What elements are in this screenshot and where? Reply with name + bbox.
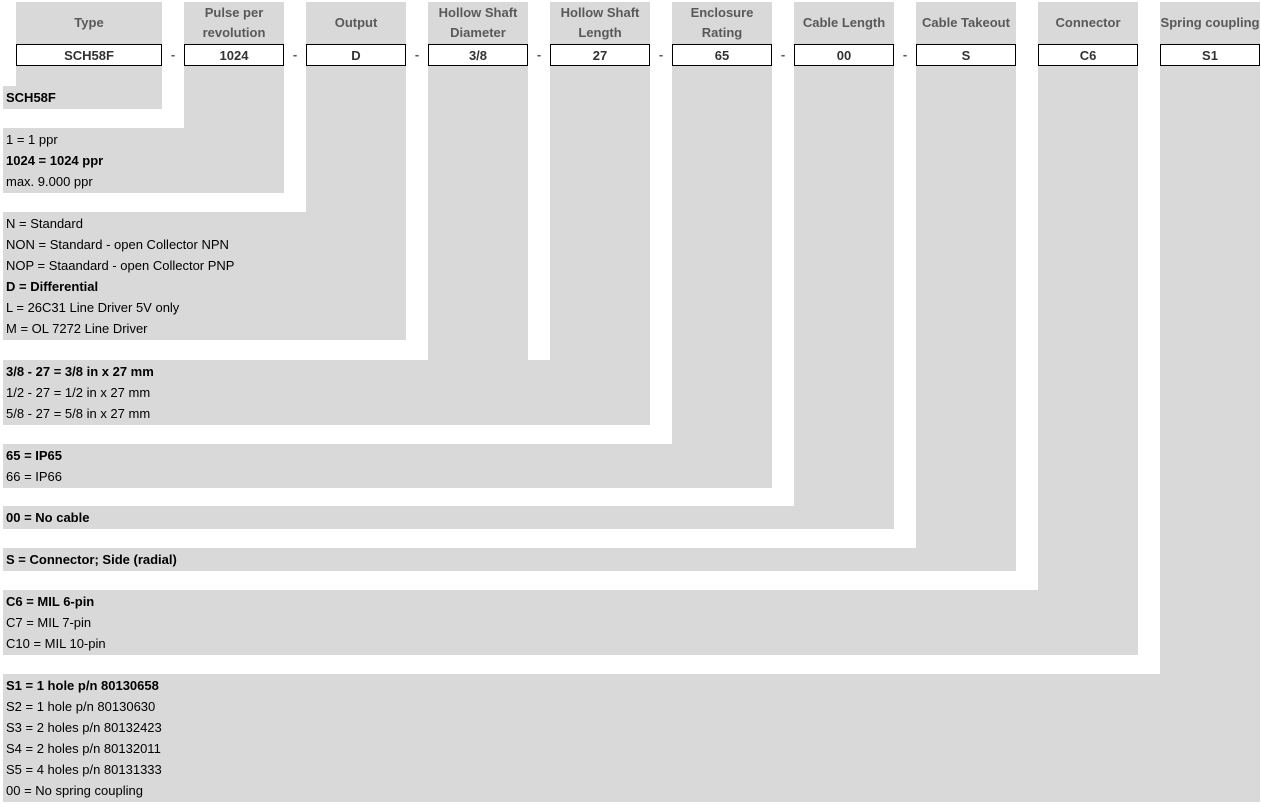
option-line: C6 = MIL 6-pin [6,594,95,609]
column-header: Spring coupling [1160,15,1260,30]
options-section-8: S1 = 1 hole p/n 80130658 S2 = 1 hole p/n … [3,674,1260,802]
column-header: Output [334,15,378,30]
option-line: S5 = 4 holes p/n 80131333 [6,762,162,777]
column-header: Hollow Shaft Length [560,5,640,40]
column-header: Type [74,15,104,30]
column-header: Connector [1055,15,1121,30]
column-header: Enclosure Rating [690,5,754,40]
option-line: 00 = No spring coupling [6,783,143,798]
separator-dash: - [414,47,420,62]
column-6-panel [794,2,894,508]
code-value-field[interactable]: S [916,44,1016,66]
code-value-field[interactable]: 1024 [184,44,284,66]
column-8-panel [1038,2,1138,592]
column-header: Hollow Shaft Diameter [438,5,518,40]
column-5-panel [672,2,772,446]
column-1-panel [184,2,284,130]
code-value-field[interactable]: 3/8 [428,44,528,66]
option-line: 1/2 - 27 = 1/2 in x 27 mm [6,385,151,400]
column-7-panel [916,2,1016,550]
option-line: 66 = IP66 [6,469,63,484]
option-line: 1024 = 1024 ppr [6,153,104,168]
code-value-field[interactable]: D [306,44,406,66]
separator-dash: - [170,47,176,62]
option-line: NON = Standard - open Collector NPN [6,237,229,252]
options-section-6: S = Connector; Side (radial) [3,548,1016,571]
code-value-field[interactable]: 00 [794,44,894,66]
column-2-panel [306,2,406,214]
option-line: S = Connector; Side (radial) [6,552,177,567]
options-section-4: 65 = IP65 66 = IP66 [3,444,772,488]
option-line: SCH58F [6,90,56,105]
option-line: 65 = IP65 [6,448,63,463]
option-line: S4 = 2 holes p/n 80132011 [6,741,161,756]
option-line: M = OL 7272 Line Driver [6,321,148,336]
column-header: Cable Length [802,15,886,30]
option-line: C10 = MIL 10-pin [6,636,106,651]
options-section-7: C6 = MIL 6-pin C7 = MIL 7-pin C10 = MIL 10… [3,590,1138,655]
separator-dash: - [658,47,664,62]
column-header: Pulse per revolution [202,5,266,40]
options-section-1: 1 = 1 ppr 1024 = 1024 ppr max. 9.000 ppr [3,128,284,193]
code-value-field[interactable]: 65 [672,44,772,66]
code-value-field[interactable]: 27 [550,44,650,66]
option-line: S1 = 1 hole p/n 80130658 [6,678,159,693]
option-line: max. 9.000 ppr [6,174,93,189]
code-value-field[interactable]: SCH58F [16,44,162,66]
option-line: L = 26C31 Line Driver 5V only [6,300,180,315]
option-line: S3 = 2 holes p/n 80132423 [6,720,162,735]
separator-dash: - [536,47,542,62]
option-line: 00 = No cable [6,510,90,525]
code-value-field[interactable]: C6 [1038,44,1138,66]
option-line: 1 = 1 ppr [6,132,58,147]
code-value-field[interactable]: S1 [1160,44,1260,66]
options-section-5: 00 = No cable [3,506,894,529]
separator-dash: - [780,47,786,62]
option-line: C7 = MIL 7-pin [6,615,92,630]
separator-dash: - [902,47,908,62]
option-line: NOP = Staandard - open Collector PNP [6,258,235,273]
options-section-2: N = Standard NON = Standard - open Collec… [3,212,406,340]
column-9-panel [1160,2,1260,676]
option-line: D = Differential [6,279,99,294]
option-line: 3/8 - 27 = 3/8 in x 27 mm [6,364,154,379]
column-header: Cable Takeout [922,15,1010,30]
option-line: 5/8 - 27 = 5/8 in x 27 mm [6,406,151,421]
separator-dash: - [292,47,298,62]
options-section-3: 3/8 - 27 = 3/8 in x 27 mm 1/2 - 27 = 1/2 … [3,360,650,425]
option-line: S2 = 1 hole p/n 80130630 [6,699,156,714]
options-section-0: SCH58F [3,86,162,109]
option-line: N = Standard [6,216,83,231]
